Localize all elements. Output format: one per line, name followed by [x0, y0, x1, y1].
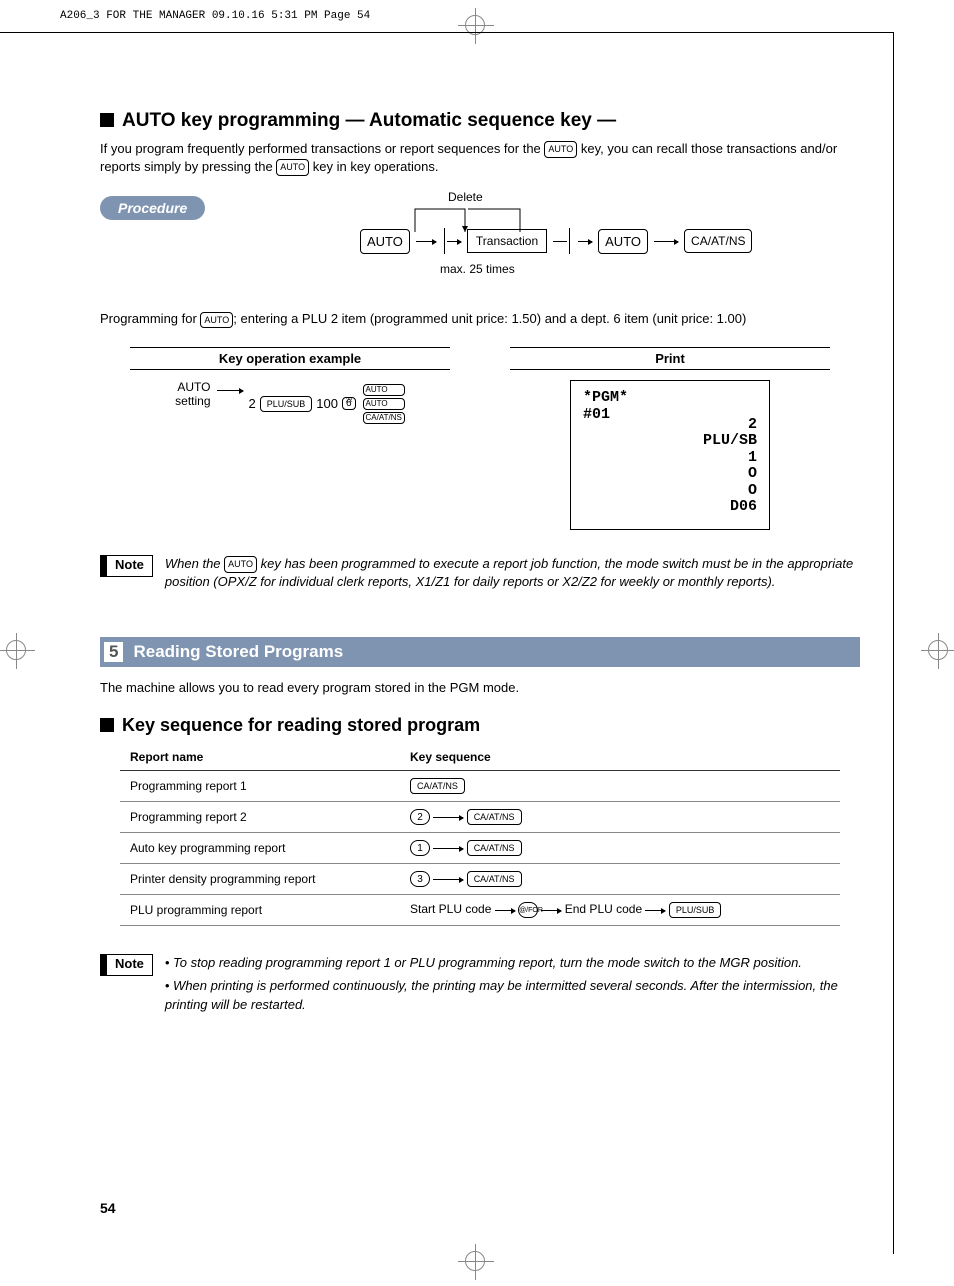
table-row: Programming report 22 CA/AT/NS [120, 802, 840, 833]
intro-paragraph: If you program frequently performed tran… [100, 140, 860, 176]
auto-key-icon: AUTO [224, 556, 257, 573]
auto-key: AUTO [363, 398, 405, 410]
auto-key: AUTO [598, 229, 648, 254]
print-header: A206_3 FOR THE MANAGER 09.10.16 5:31 PM … [60, 10, 370, 22]
dept6-key: 622 [342, 397, 356, 410]
note-2: Note • To stop reading programming repor… [100, 954, 860, 1015]
table-row: PLU programming reportStart PLU code @/F… [120, 895, 840, 926]
transaction-box: Transaction [467, 229, 547, 253]
section-5-bar: 5 Reading Stored Programs [100, 637, 860, 667]
auto-key-icon: AUTO [544, 141, 577, 158]
table-row: Programming report 1CA/AT/NS [120, 771, 840, 802]
crop-mark-bottom [465, 1251, 485, 1276]
report-table: Report name Key sequence Programming rep… [120, 744, 840, 926]
note-1: Note When the AUTO key has been programm… [100, 555, 860, 593]
page-trim-right [893, 32, 894, 1254]
heading-key-sequence: Key sequence for reading stored program [100, 715, 860, 736]
heading-auto-key: AUTO key programming — Automatic sequenc… [100, 110, 860, 132]
caatns-key: CA/AT/NS [684, 229, 752, 253]
procedure-diagram: Delete AUTO Transaction AUTO CA/AT/NS ma… [250, 190, 860, 300]
programming-for-line: Programming for AUTO; entering a PLU 2 i… [100, 310, 860, 328]
print-receipt: *PGM* #01 2 PLU/SB 1 O O D06 [570, 380, 770, 530]
section-intro: The machine allows you to read every pro… [100, 679, 860, 697]
auto-key: AUTO [363, 384, 405, 396]
caatns-key: CA/AT/NS [363, 412, 405, 424]
plusub-key: PLU/SUB [260, 396, 313, 412]
crop-mark-top [465, 15, 485, 40]
page-number: 54 [100, 1200, 116, 1216]
procedure-label: Procedure [100, 196, 205, 220]
print-title: Print [510, 347, 830, 370]
example-row: Key operation example AUTO setting 2 PLU… [100, 347, 860, 530]
bullet-square-icon [100, 113, 114, 127]
auto-key: AUTO [360, 229, 410, 254]
key-op-title: Key operation example [130, 347, 450, 370]
auto-setting-label: AUTO setting [175, 380, 210, 409]
table-row: Printer density programming report3 CA/A… [120, 864, 840, 895]
crop-mark-right [928, 640, 948, 665]
auto-key-icon: AUTO [276, 159, 309, 176]
crop-mark-left [6, 640, 26, 665]
auto-key-icon: AUTO [200, 312, 233, 329]
bullet-square-icon [100, 718, 114, 732]
table-row: Auto key programming report1 CA/AT/NS [120, 833, 840, 864]
page-trim-top [0, 32, 894, 33]
